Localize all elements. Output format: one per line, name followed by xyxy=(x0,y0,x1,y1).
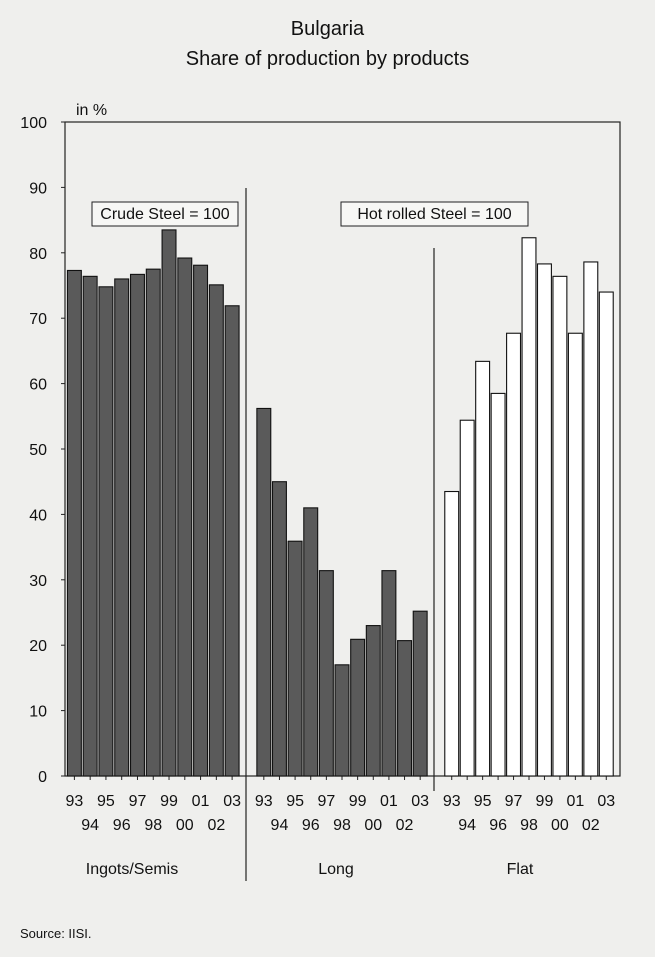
x-tick-label: 99 xyxy=(536,793,554,810)
chart-subtitle: Share of production by products xyxy=(185,48,470,70)
y-tick-label: 20 xyxy=(29,638,47,655)
bar-flat-99 xyxy=(536,263,552,777)
x-tick-label: 00 xyxy=(364,817,382,834)
x-tick-label: 93 xyxy=(65,793,83,810)
bar-long-95 xyxy=(287,540,303,777)
x-tick-label: 02 xyxy=(582,817,600,834)
panel-label-ingots-semis: Ingots/Semis xyxy=(86,861,178,878)
x-tick-label: 94 xyxy=(81,817,99,834)
bar-long-97 xyxy=(318,570,334,777)
bar-ingots-semis-99 xyxy=(161,229,177,777)
bar-ingots-semis-96 xyxy=(114,278,130,777)
x-tick-label: 98 xyxy=(333,817,351,834)
bar-flat-96 xyxy=(490,392,506,777)
x-tick-label: 97 xyxy=(505,793,523,810)
bar-ingots-semis-01 xyxy=(193,264,209,777)
y-tick-label: 10 xyxy=(29,704,47,721)
bar-ingots-semis-98 xyxy=(145,268,161,777)
x-tick-label: 02 xyxy=(207,817,225,834)
y-axis-label: in % xyxy=(76,102,107,119)
x-tick-label: 95 xyxy=(286,793,304,810)
source-note: Source: IISI. xyxy=(20,926,92,941)
bar-long-93 xyxy=(256,407,272,777)
bar-ingots-semis-94 xyxy=(82,275,98,777)
y-tick-label: 80 xyxy=(29,246,47,263)
x-tick-label: 98 xyxy=(520,817,538,834)
bar-flat-00 xyxy=(552,275,568,777)
x-tick-label: 93 xyxy=(255,793,273,810)
bar-long-03 xyxy=(412,610,428,777)
x-tick-label: 99 xyxy=(160,793,178,810)
x-tick-label: 93 xyxy=(443,793,461,810)
x-tick-label: 02 xyxy=(396,817,414,834)
x-tick-label: 01 xyxy=(192,793,210,810)
bar-flat-93 xyxy=(444,490,460,777)
y-tick-label: 0 xyxy=(38,769,47,786)
bar-long-02 xyxy=(397,640,413,777)
bar-long-98 xyxy=(334,664,350,777)
bar-ingots-semis-02 xyxy=(208,284,224,777)
bar-flat-03 xyxy=(598,291,614,777)
x-tick-label: 97 xyxy=(129,793,147,810)
bar-long-96 xyxy=(303,507,319,777)
note-box xyxy=(91,201,239,227)
x-tick-label: 96 xyxy=(113,817,131,834)
bar-long-94 xyxy=(271,481,287,777)
bar-flat-98 xyxy=(521,237,537,777)
y-tick-label: 70 xyxy=(29,311,47,328)
x-tick-label: 96 xyxy=(302,817,320,834)
bar-ingots-semis-97 xyxy=(129,273,145,777)
x-tick-label: 99 xyxy=(349,793,367,810)
bar-long-01 xyxy=(381,570,397,777)
x-tick-label: 97 xyxy=(317,793,335,810)
bar-long-00 xyxy=(365,625,381,777)
panel-label-flat: Flat xyxy=(507,861,534,878)
x-tick-label: 95 xyxy=(97,793,115,810)
bar-flat-01 xyxy=(567,332,583,777)
bar-flat-02 xyxy=(583,261,599,777)
note-text: Crude Steel = 100 xyxy=(100,206,230,223)
y-tick-label: 30 xyxy=(29,573,47,590)
x-tick-label: 03 xyxy=(597,793,615,810)
bar-ingots-semis-93 xyxy=(66,269,82,777)
x-tick-label: 00 xyxy=(551,817,569,834)
note-text: Hot rolled Steel = 100 xyxy=(357,206,511,223)
bar-flat-95 xyxy=(475,360,491,777)
note-box xyxy=(340,201,529,227)
x-tick-label: 96 xyxy=(489,817,507,834)
y-tick-label: 100 xyxy=(20,115,47,132)
bar-ingots-semis-03 xyxy=(224,305,240,777)
x-tick-label: 01 xyxy=(380,793,398,810)
chart-title: Bulgaria xyxy=(290,18,365,40)
bar-ingots-semis-95 xyxy=(98,286,114,777)
x-tick-label: 95 xyxy=(474,793,492,810)
x-tick-label: 94 xyxy=(271,817,289,834)
bar-ingots-semis-00 xyxy=(177,257,193,777)
y-tick-label: 90 xyxy=(29,180,47,197)
bar-flat-94 xyxy=(459,419,475,777)
x-tick-label: 94 xyxy=(458,817,476,834)
x-tick-label: 01 xyxy=(566,793,584,810)
bar-flat-97 xyxy=(506,332,522,777)
y-tick-label: 60 xyxy=(29,377,47,394)
x-tick-label: 03 xyxy=(223,793,241,810)
panel-label-long: Long xyxy=(318,861,354,878)
x-tick-label: 98 xyxy=(144,817,162,834)
y-tick-label: 40 xyxy=(29,507,47,524)
x-tick-label: 00 xyxy=(176,817,194,834)
bar-long-99 xyxy=(350,638,366,777)
y-tick-label: 50 xyxy=(29,442,47,459)
x-tick-label: 03 xyxy=(411,793,429,810)
